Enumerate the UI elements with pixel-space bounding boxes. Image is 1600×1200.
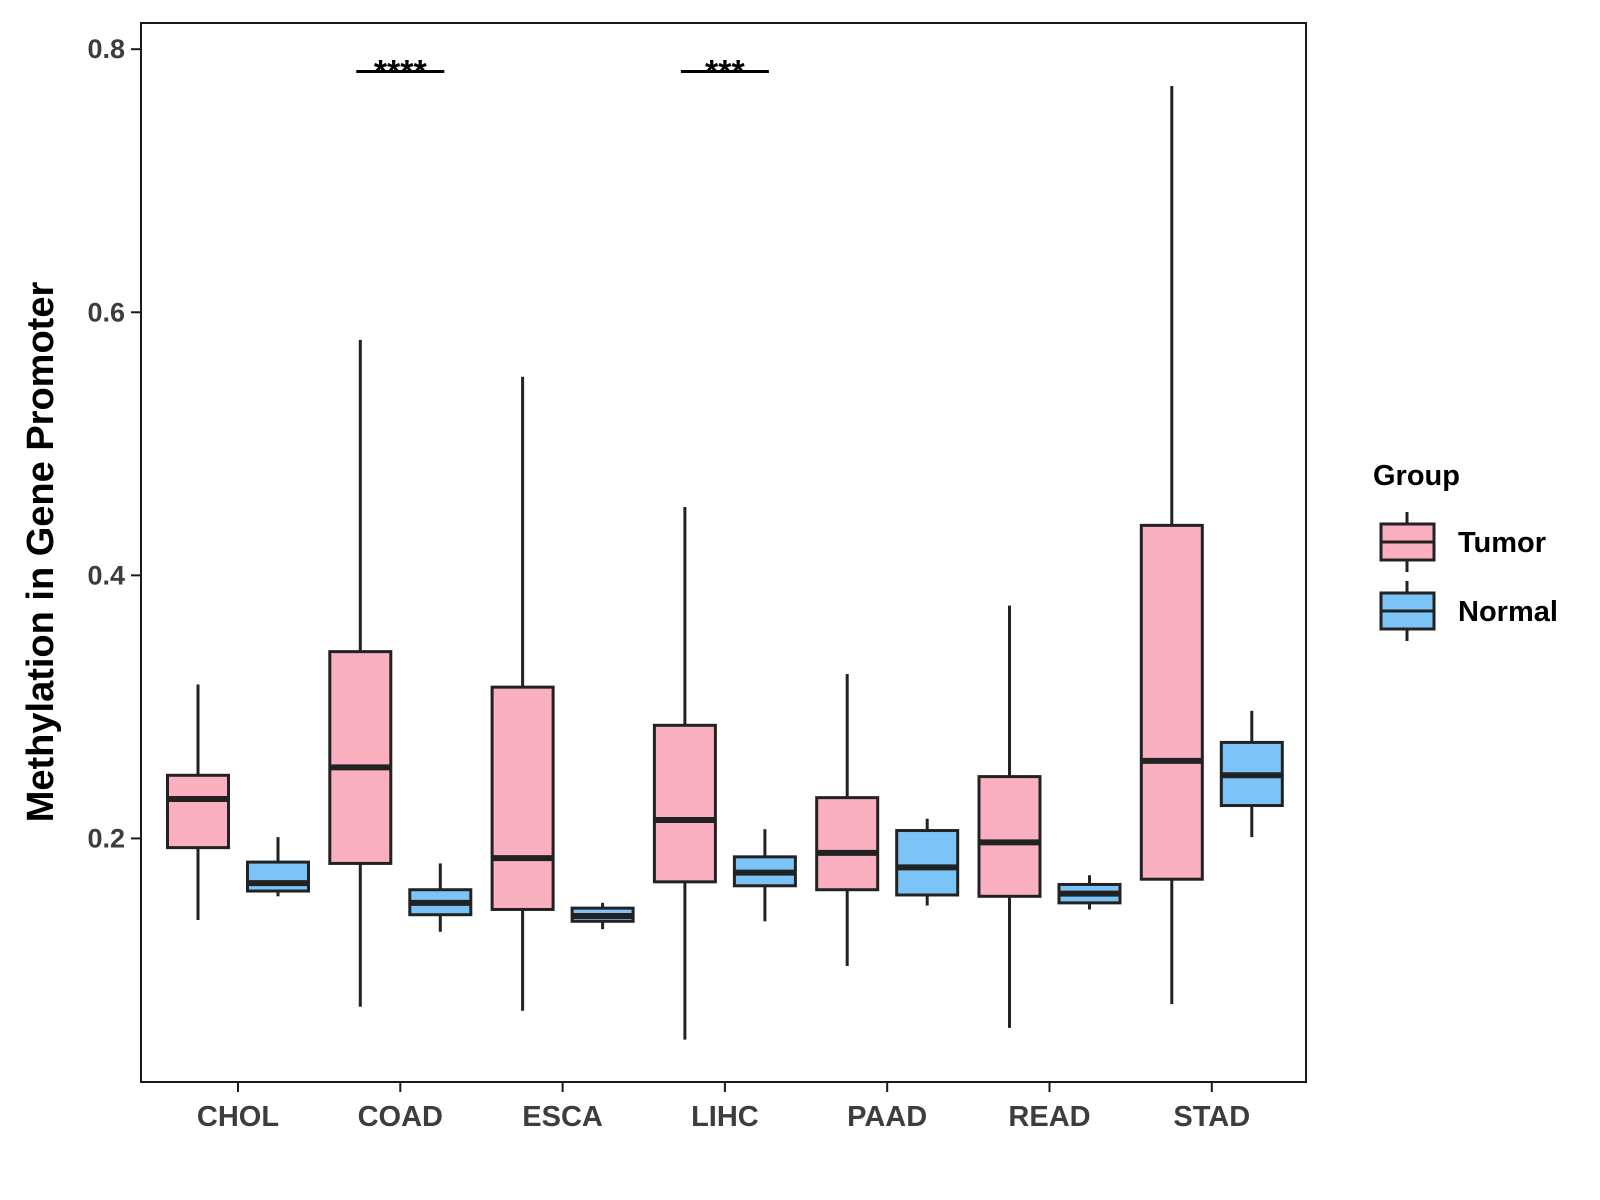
significance-lihc: *** xyxy=(680,54,769,92)
y-axis-title: Methylation in Gene Promoter xyxy=(20,282,62,823)
y-tick-label: 0.6 xyxy=(87,297,125,327)
box-tumor-esca xyxy=(490,376,555,1011)
box-normal-coad xyxy=(408,863,473,932)
significance-label: *** xyxy=(705,54,745,92)
x-tick-label: PAAD xyxy=(847,1101,927,1133)
box-iqr xyxy=(815,796,880,892)
box-normal-paad xyxy=(895,818,960,906)
box-normal-chol xyxy=(246,837,310,897)
box-normal-stad xyxy=(1219,710,1284,838)
box-normal-lihc xyxy=(732,829,797,922)
box-iqr xyxy=(490,685,555,911)
box-iqr xyxy=(166,773,230,850)
significance-coad: **** xyxy=(356,54,445,92)
y-tick-label: 0.4 xyxy=(87,560,125,590)
legend-label: Tumor xyxy=(1458,527,1546,559)
x-tick-label: COAD xyxy=(358,1101,443,1133)
x-tick-label: STAD xyxy=(1173,1101,1250,1133)
legend-label: Normal xyxy=(1458,596,1558,628)
x-tick-label: LIHC xyxy=(691,1101,759,1133)
x-tick-label: ESCA xyxy=(522,1101,603,1133)
axes-layer: 0.2 0.4 0.6 0.8 CHOL COAD ESCA LIHC PAAD READ STAD xyxy=(87,34,1250,1133)
box-iqr xyxy=(328,650,393,865)
box-tumor-stad xyxy=(1139,86,1204,1005)
box-tumor-chol xyxy=(166,684,230,920)
box-tumor-read xyxy=(977,605,1042,1028)
x-tick-label: READ xyxy=(1008,1101,1090,1133)
box-tumor-lihc xyxy=(652,506,717,1040)
box-iqr xyxy=(1139,523,1204,881)
legend-entry-tumor: Tumor xyxy=(1379,512,1546,572)
box-iqr xyxy=(246,860,310,893)
y-tick-label: 0.8 xyxy=(87,34,125,64)
y-tick-label: 0.2 xyxy=(87,823,125,853)
x-tick-label: CHOL xyxy=(197,1101,279,1133)
legend-title: Group xyxy=(1373,460,1460,492)
legend-entry-normal: Normal xyxy=(1379,581,1558,641)
box-tumor-coad xyxy=(328,339,393,1007)
box-normal-read xyxy=(1057,875,1122,910)
box-normal-esca xyxy=(570,902,635,930)
significance-label: **** xyxy=(374,54,428,92)
box-tumor-paad xyxy=(815,674,880,967)
box-iqr xyxy=(652,723,717,884)
boxes-layer xyxy=(166,86,1284,1040)
box-iqr xyxy=(977,775,1042,898)
legend: Group Tumor Normal xyxy=(1373,460,1558,641)
box-iqr xyxy=(895,829,960,897)
plot-panel-border xyxy=(140,22,1307,1083)
significance-annotations: **** *** xyxy=(356,54,769,92)
